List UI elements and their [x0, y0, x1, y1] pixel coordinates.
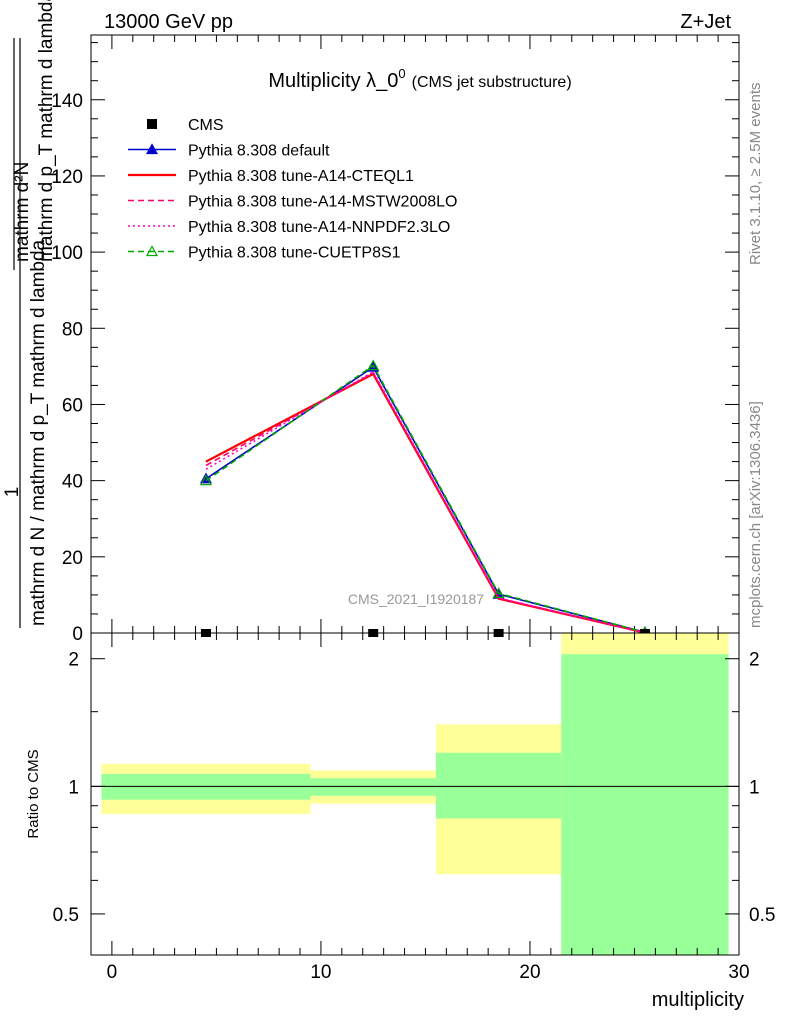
- legend-marker: [145, 245, 159, 257]
- ratio-y-tick-label-left: 1: [68, 777, 79, 798]
- analysis-watermark: CMS_2021_I1920187: [348, 591, 484, 607]
- legend-marker: [145, 143, 159, 155]
- x-tick-label: 20: [519, 962, 540, 983]
- legend-entry-label: Pythia 8.308 tune-A14-MSTW2008LO: [188, 194, 457, 211]
- legend-marker-cms: [147, 119, 157, 129]
- main-y-tick-label: 80: [62, 319, 83, 340]
- chart-title: Multiplicity λ_00 (CMS jet substructure): [268, 66, 571, 92]
- legend-entry-label: CMS: [188, 117, 224, 134]
- main-y-tick-label: 100: [51, 243, 83, 264]
- ratio-green-band: [310, 778, 436, 796]
- series-marker-5: [199, 474, 212, 486]
- main-y-tick-label: 20: [62, 548, 83, 569]
- legend-entry-label: Pythia 8.308 tune-A14-CTEQL1: [188, 168, 414, 185]
- x-tick-label: 30: [728, 962, 749, 983]
- chart-title-suffix: (CMS jet substructure): [412, 74, 572, 91]
- ratio-y-tick-label-left: 2: [68, 650, 79, 671]
- ratio-y-tick-label-right: 0.5: [749, 905, 775, 926]
- main-y-tick-label: 40: [62, 472, 83, 493]
- x-tick-label: 0: [107, 962, 118, 983]
- series-marker-5: [492, 587, 505, 598]
- ratio-y-tick-label-left: 0.5: [53, 905, 79, 926]
- main-y-tick-label: 0: [72, 624, 83, 645]
- mcplots-label: mcplots.cern.ch [arXiv:1306.3436]: [747, 401, 764, 628]
- process-label: Z+Jet: [680, 11, 731, 33]
- series-line-5: [205, 364, 646, 634]
- legend-entry-label: Pythia 8.308 tune-CUETP8S1: [188, 245, 401, 262]
- ratio-y-tick-label-right: 2: [749, 650, 760, 671]
- energy-label: 13000 GeV pp: [104, 11, 233, 33]
- ratio-axes: 0.5 0.51 12 20 10 20 30: [53, 633, 775, 983]
- ratio-green-band: [435, 752, 562, 819]
- chart-title-main: Multiplicity λ_0: [268, 70, 398, 92]
- y-label-bottom: mathrm d p_T mathrm d lambda: [36, 0, 57, 262]
- ratio-green-band: [561, 654, 729, 955]
- main-y-tick-label: 140: [51, 91, 83, 112]
- legend-entry-label: Pythia 8.308 default: [188, 143, 330, 160]
- y-label-top: mathrm d²N: [12, 162, 33, 262]
- series-line-4: [205, 370, 646, 634]
- main-plot-area: 0 20 40 60 80 100 120 140: [51, 35, 740, 645]
- rivet-label: Rivet 3.1.10, ≥ 2.5M events: [747, 83, 764, 266]
- y-label-numerator: 1: [2, 487, 23, 498]
- y-label-denominator: mathrm d N / mathrm d p_T mathrm d lambd…: [28, 239, 49, 626]
- main-y-tick-label: 60: [62, 395, 83, 416]
- ratio-bands: [91, 633, 739, 955]
- ratio-y-label: Ratio to CMS: [25, 749, 42, 838]
- chart-title-superscript: 0: [398, 66, 405, 81]
- ratio-plot-frame: [90, 632, 740, 956]
- legend-entry-label: Pythia 8.308 tune-A14-NNPDF2.3LO: [188, 219, 450, 236]
- ratio-y-tick-label-right: 1: [749, 777, 760, 798]
- x-tick-label: 10: [310, 962, 331, 983]
- main-y-axis-label: mathrm d²N mathrm d p_T mathrm d lambda …: [2, 0, 57, 628]
- series-marker-5: [367, 359, 380, 371]
- x-axis-label: multiplicity: [652, 989, 744, 1011]
- main-y-tick-label: 120: [51, 167, 83, 188]
- series-line-3: [205, 371, 646, 634]
- legend: CMS Pythia 8.308 default Pythia 8.308 tune…: [128, 117, 457, 262]
